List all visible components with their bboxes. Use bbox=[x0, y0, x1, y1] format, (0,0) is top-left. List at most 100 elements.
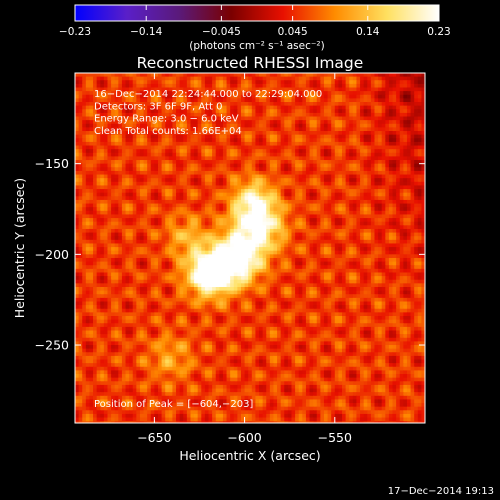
heatmap-cell bbox=[222, 112, 228, 118]
heatmap-cell bbox=[240, 131, 246, 136]
heatmap-cell bbox=[302, 83, 307, 89]
heatmap-cell bbox=[89, 156, 94, 161]
heatmap-cell bbox=[410, 123, 415, 129]
heatmap-cell bbox=[248, 112, 253, 118]
heatmap-cell bbox=[179, 131, 184, 136]
heatmap-cell bbox=[121, 83, 127, 89]
heatmap-cell bbox=[331, 91, 336, 96]
heatmap-cell bbox=[266, 109, 271, 114]
heatmap-cell bbox=[212, 112, 217, 118]
heatmap-cell bbox=[215, 167, 220, 172]
heatmap-cell bbox=[172, 181, 177, 187]
heatmap-cell bbox=[331, 156, 336, 161]
heatmap-cell bbox=[219, 80, 224, 85]
heatmap-cell bbox=[103, 76, 109, 81]
heatmap-cell bbox=[378, 207, 383, 212]
heatmap-cell bbox=[251, 91, 257, 96]
heatmap-cell bbox=[381, 76, 386, 81]
heatmap-cell bbox=[157, 178, 163, 183]
heatmap-cell bbox=[273, 80, 278, 85]
heatmap-cell bbox=[269, 207, 275, 212]
heatmap-cell bbox=[168, 109, 174, 114]
heatmap-cell bbox=[139, 98, 145, 103]
heatmap-cell bbox=[251, 131, 257, 136]
heatmap-cell bbox=[338, 232, 343, 237]
heatmap-cell bbox=[244, 109, 249, 114]
heatmap-cell bbox=[96, 221, 101, 226]
heatmap-cell bbox=[194, 123, 199, 129]
heatmap-cell bbox=[143, 236, 148, 241]
heatmap-cell bbox=[342, 203, 347, 208]
heatmap-cell bbox=[251, 138, 257, 143]
heatmap-cell bbox=[107, 160, 112, 165]
heatmap-cell bbox=[222, 160, 228, 165]
heatmap-cell bbox=[237, 109, 242, 114]
heatmap-cell bbox=[381, 141, 386, 147]
heatmap-cell bbox=[298, 239, 303, 245]
heatmap-cell bbox=[356, 243, 361, 248]
heatmap-cell bbox=[262, 152, 267, 158]
heatmap-cell bbox=[284, 138, 289, 143]
heatmap-cell bbox=[139, 214, 145, 219]
heatmap-cell bbox=[222, 98, 228, 103]
heatmap-cell bbox=[168, 112, 174, 118]
heatmap-cell bbox=[237, 156, 242, 161]
heatmap-cell bbox=[147, 116, 152, 121]
heatmap-cell bbox=[143, 218, 148, 223]
heatmap-cell bbox=[222, 80, 228, 85]
heatmap-cell bbox=[186, 98, 192, 103]
heatmap-cell bbox=[165, 210, 170, 216]
heatmap-cell bbox=[367, 94, 372, 99]
heatmap-cell bbox=[100, 170, 105, 176]
heatmap-cell bbox=[233, 120, 238, 125]
heatmap-cell bbox=[237, 80, 242, 85]
heatmap-cell bbox=[396, 221, 401, 226]
heatmap-cell bbox=[403, 170, 408, 176]
heatmap-cell bbox=[399, 138, 404, 143]
heatmap-cell bbox=[186, 123, 192, 129]
heatmap-cell bbox=[385, 174, 390, 179]
heatmap-cell bbox=[349, 218, 354, 223]
heatmap-cell bbox=[406, 138, 412, 143]
heatmap-cell bbox=[378, 94, 383, 99]
heatmap-cell bbox=[230, 196, 235, 201]
heatmap-cell bbox=[168, 105, 174, 110]
heatmap-cell bbox=[305, 105, 311, 110]
heatmap-cell bbox=[316, 138, 321, 143]
heatmap-cell bbox=[111, 167, 116, 172]
heatmap-cell bbox=[248, 203, 253, 208]
heatmap-cell bbox=[360, 247, 365, 252]
heatmap-cell bbox=[139, 156, 145, 161]
heatmap-cell bbox=[262, 196, 267, 201]
heatmap-cell bbox=[323, 199, 329, 205]
heatmap-cell bbox=[118, 239, 123, 245]
heatmap-cell bbox=[215, 247, 220, 252]
heatmap-cell bbox=[111, 174, 116, 179]
heatmap-cell bbox=[165, 199, 170, 205]
heatmap-cell bbox=[262, 94, 267, 99]
heatmap-cell bbox=[262, 239, 267, 245]
heatmap-cell bbox=[421, 221, 425, 226]
heatmap-cell bbox=[230, 73, 235, 78]
heatmap-cell bbox=[309, 73, 314, 78]
heatmap-cell bbox=[349, 181, 354, 187]
heatmap-cell bbox=[406, 123, 412, 129]
heatmap-cell bbox=[269, 210, 275, 216]
heatmap-cell bbox=[179, 174, 184, 179]
heatmap-cell bbox=[111, 109, 116, 114]
heatmap-cell bbox=[269, 203, 275, 208]
heatmap-cell bbox=[392, 239, 397, 245]
heatmap-cell bbox=[176, 178, 181, 183]
heatmap-cell bbox=[338, 98, 343, 103]
heatmap-cell bbox=[240, 192, 246, 197]
heatmap-cell bbox=[277, 105, 282, 110]
heatmap-cell bbox=[176, 167, 181, 172]
heatmap-cell bbox=[392, 83, 397, 89]
heatmap-cell bbox=[302, 207, 307, 212]
heatmap-cell bbox=[147, 185, 152, 190]
heatmap-cell bbox=[323, 91, 329, 96]
heatmap-cell bbox=[269, 127, 275, 132]
heatmap-cell bbox=[255, 83, 260, 89]
heatmap-cell bbox=[118, 102, 123, 107]
heatmap-cell bbox=[251, 112, 257, 118]
